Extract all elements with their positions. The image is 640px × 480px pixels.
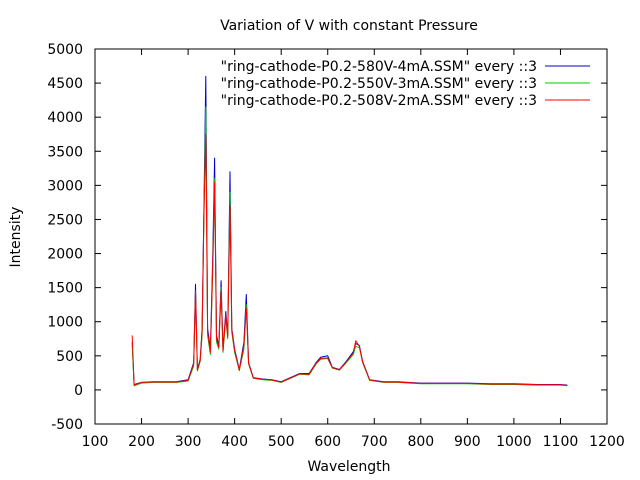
y-tick-label: 1500: [47, 281, 83, 297]
y-tick-label: 2500: [47, 212, 83, 228]
x-axis-label: Wavelength: [307, 459, 390, 475]
x-tick-label: 100: [82, 434, 109, 450]
series-line-3: [131, 133, 568, 386]
x-tick-label: 1200: [589, 434, 625, 450]
y-axis-ticks: -500 0 500 1000 1500 2000 2500 3000 3500 4000 4500…: [47, 42, 607, 433]
y-tick-label: 3500: [47, 144, 83, 160]
series-line-1: [131, 75, 568, 386]
x-axis-ticks: 100 200 300 400 500 600 700 800 900 1000 1100 1200: [82, 49, 625, 450]
legend-label-3: "ring-cathode-P0.2-508V-2mA.SSM" every :…: [221, 93, 537, 109]
x-tick-label: 400: [221, 434, 248, 450]
x-tick-label: 200: [128, 434, 155, 450]
y-axis-label: Intensity: [8, 207, 24, 268]
y-tick-label: 500: [56, 349, 83, 365]
legend: "ring-cathode-P0.2-580V-4mA.SSM" every :…: [221, 59, 590, 109]
chart-title: Variation of V with constant Pressure: [220, 18, 478, 34]
x-tick-label: 1000: [496, 434, 532, 450]
y-tick-label: 2000: [47, 247, 83, 263]
y-tick-label: 4000: [47, 110, 83, 126]
y-tick-label: -500: [51, 417, 83, 433]
series-line-2: [131, 106, 568, 387]
x-tick-label: 800: [407, 434, 434, 450]
y-tick-label: 1000: [47, 315, 83, 331]
y-tick-label: 0: [74, 383, 83, 399]
plot-area-frame: [94, 48, 608, 425]
x-tick-label: 600: [314, 434, 341, 450]
x-tick-label: 900: [454, 434, 481, 450]
series-layer: [131, 75, 568, 387]
legend-label-1: "ring-cathode-P0.2-580V-4mA.SSM" every :…: [221, 59, 537, 75]
x-tick-label: 1100: [543, 434, 579, 450]
x-tick-label: 500: [268, 434, 295, 450]
x-tick-label: 700: [361, 434, 388, 450]
x-tick-label: 300: [175, 434, 202, 450]
y-tick-label: 4500: [47, 76, 83, 92]
legend-label-2: "ring-cathode-P0.2-550V-3mA.SSM" every :…: [221, 76, 537, 92]
y-tick-label: 5000: [47, 42, 83, 58]
y-tick-label: 3000: [47, 178, 83, 194]
